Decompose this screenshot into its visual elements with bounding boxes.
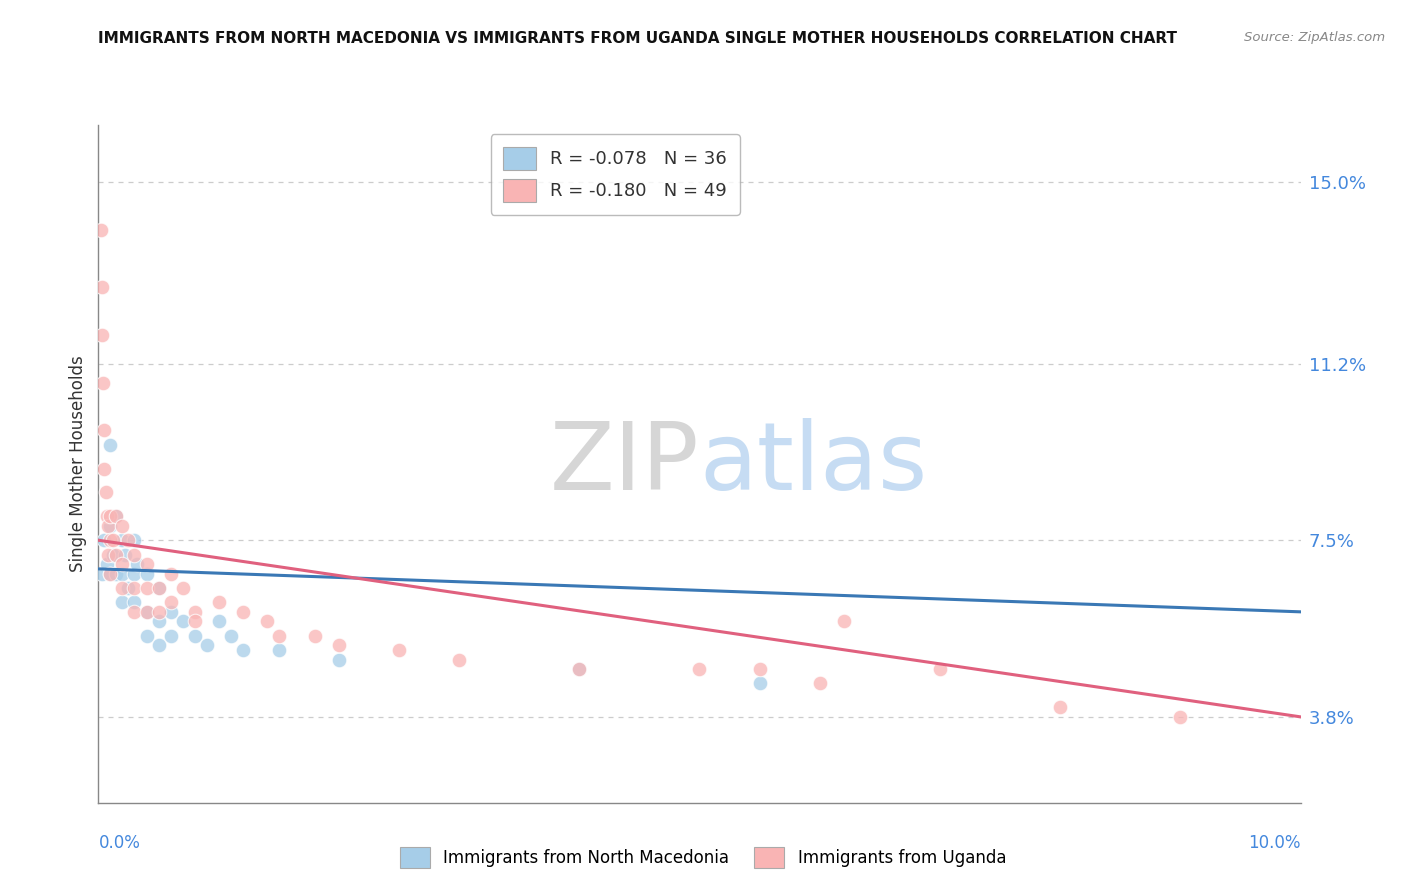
Text: atlas: atlas	[700, 417, 928, 510]
Point	[93, 461, 115, 475]
Point	[172, 581, 194, 595]
Point	[91, 566, 114, 581]
Point	[208, 595, 231, 609]
Point	[100, 509, 122, 524]
Point	[568, 662, 591, 676]
Y-axis label: Single Mother Households: Single Mother Households	[69, 356, 87, 572]
Point	[105, 566, 128, 581]
Text: ZIP: ZIP	[550, 417, 700, 510]
Point	[689, 662, 711, 676]
Point	[117, 581, 139, 595]
Point	[183, 605, 205, 619]
Point	[90, 223, 112, 237]
Point	[111, 581, 134, 595]
Point	[232, 605, 254, 619]
Point	[267, 629, 290, 643]
Point	[100, 566, 122, 581]
Point	[111, 533, 134, 548]
Point	[100, 519, 122, 533]
Point	[111, 595, 134, 609]
Point	[135, 557, 157, 571]
Point	[124, 605, 146, 619]
Point	[208, 615, 231, 629]
Point	[93, 533, 115, 548]
Point	[159, 566, 181, 581]
Point	[105, 509, 128, 524]
Point	[159, 605, 181, 619]
Point	[219, 629, 242, 643]
Point	[135, 605, 157, 619]
Point	[124, 566, 146, 581]
Point	[568, 662, 591, 676]
Point	[135, 566, 157, 581]
Point	[148, 581, 170, 595]
Point	[111, 519, 134, 533]
Point	[159, 629, 181, 643]
Point	[267, 643, 290, 657]
Point	[148, 615, 170, 629]
Point	[97, 519, 120, 533]
Point	[183, 615, 205, 629]
Point	[93, 424, 115, 438]
Text: 0.0%: 0.0%	[98, 834, 141, 852]
Point	[232, 643, 254, 657]
Point	[100, 566, 122, 581]
Point	[96, 509, 118, 524]
Point	[148, 638, 170, 652]
Point	[159, 595, 181, 609]
Point	[124, 595, 146, 609]
Point	[748, 676, 770, 690]
Point	[135, 629, 157, 643]
Point	[135, 581, 157, 595]
Point	[183, 629, 205, 643]
Point	[808, 676, 831, 690]
Point	[97, 548, 120, 562]
Point	[195, 638, 218, 652]
Point	[91, 327, 114, 342]
Point	[748, 662, 770, 676]
Point	[91, 280, 114, 294]
Point	[91, 376, 114, 390]
Point	[96, 557, 118, 571]
Point	[328, 652, 350, 666]
Point	[100, 533, 122, 548]
Point	[172, 615, 194, 629]
Point	[124, 548, 146, 562]
Point	[114, 548, 136, 562]
Point	[447, 652, 470, 666]
Text: IMMIGRANTS FROM NORTH MACEDONIA VS IMMIGRANTS FROM UGANDA SINGLE MOTHER HOUSEHOL: IMMIGRANTS FROM NORTH MACEDONIA VS IMMIG…	[98, 31, 1177, 46]
Point	[105, 509, 128, 524]
Point	[105, 548, 128, 562]
Point	[328, 638, 350, 652]
Point	[256, 615, 278, 629]
Point	[135, 605, 157, 619]
Point	[124, 581, 146, 595]
Point	[832, 615, 855, 629]
Point	[101, 533, 124, 548]
Point	[100, 438, 122, 452]
Point	[124, 533, 146, 548]
Point	[111, 557, 134, 571]
Point	[1170, 710, 1192, 724]
Point	[101, 548, 124, 562]
Point	[929, 662, 952, 676]
Point	[125, 557, 148, 571]
Point	[388, 643, 411, 657]
Text: Source: ZipAtlas.com: Source: ZipAtlas.com	[1244, 31, 1385, 45]
Legend: Immigrants from North Macedonia, Immigrants from Uganda: Immigrants from North Macedonia, Immigra…	[394, 840, 1012, 875]
Point	[111, 566, 134, 581]
Point	[94, 485, 117, 500]
Text: 10.0%: 10.0%	[1249, 834, 1301, 852]
Point	[117, 533, 139, 548]
Point	[148, 605, 170, 619]
Legend: R = -0.078   N = 36, R = -0.180   N = 49: R = -0.078 N = 36, R = -0.180 N = 49	[491, 134, 740, 215]
Point	[1049, 700, 1071, 714]
Point	[304, 629, 326, 643]
Point	[148, 581, 170, 595]
